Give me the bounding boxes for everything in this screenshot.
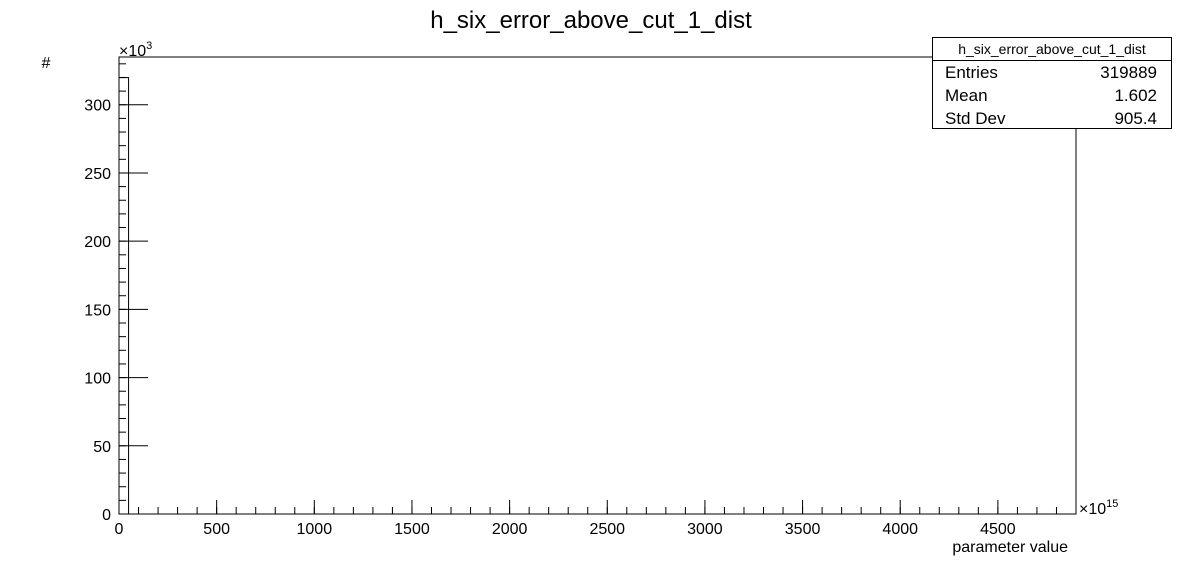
x-tick-label: 0	[115, 521, 124, 538]
x-tick-labels: 0 500 1000 1500 2000 2500 3000 3500 4000 4500	[115, 521, 1016, 538]
x-tick-label: 1500	[394, 521, 430, 538]
x-axis-exponent: 15	[1106, 498, 1118, 510]
stats-value: 319889	[1100, 63, 1157, 82]
stats-label: Std Dev	[945, 109, 1006, 128]
x-tick-label: 4000	[882, 521, 918, 538]
stats-label: Mean	[945, 86, 988, 105]
x-tick-label: 2000	[492, 521, 528, 538]
stats-row-entries: Entries 319889	[933, 61, 1171, 84]
y-tick-label: 250	[84, 166, 111, 183]
y-tick-label: 100	[84, 371, 111, 388]
histogram-bins	[118, 77, 130, 514]
y-tick-labels: 0 50 100 150 200 250 300	[84, 98, 111, 524]
stats-box: h_six_error_above_cut_1_dist Entries 319…	[932, 37, 1172, 129]
stats-label: Entries	[945, 63, 998, 82]
stats-title: h_six_error_above_cut_1_dist	[933, 38, 1171, 61]
y-tick-label: 150	[84, 302, 111, 319]
stats-value: 1.602	[1114, 86, 1157, 105]
stats-value: 905.4	[1114, 109, 1157, 128]
x-tick-label: 4500	[980, 521, 1016, 538]
x-tick-label: 2500	[589, 521, 625, 538]
y-axis-exponent: 3	[146, 40, 152, 52]
y-axis-label: #	[42, 55, 51, 72]
x-axis-label: parameter value	[952, 539, 1068, 556]
x-tick-label: 500	[203, 521, 230, 538]
histogram-bin	[118, 77, 130, 514]
x-tick-label: 3500	[785, 521, 821, 538]
y-tick-label: 300	[84, 98, 111, 115]
y-axis-multiplier: ×103	[119, 40, 152, 60]
stats-row-stddev: Std Dev 905.4	[933, 107, 1171, 130]
y-tick-label: 50	[93, 439, 111, 456]
stats-row-mean: Mean 1.602	[933, 84, 1171, 107]
y-tick-label: 200	[84, 234, 111, 251]
axis-ticks	[118, 63, 1077, 515]
x-tick-label: 1000	[297, 521, 333, 538]
x-axis-multiplier: ×1015	[1079, 498, 1118, 518]
chart-title: h_six_error_above_cut_1_dist	[430, 7, 752, 34]
x-tick-label: 3000	[687, 521, 723, 538]
y-tick-label: 0	[102, 507, 111, 524]
